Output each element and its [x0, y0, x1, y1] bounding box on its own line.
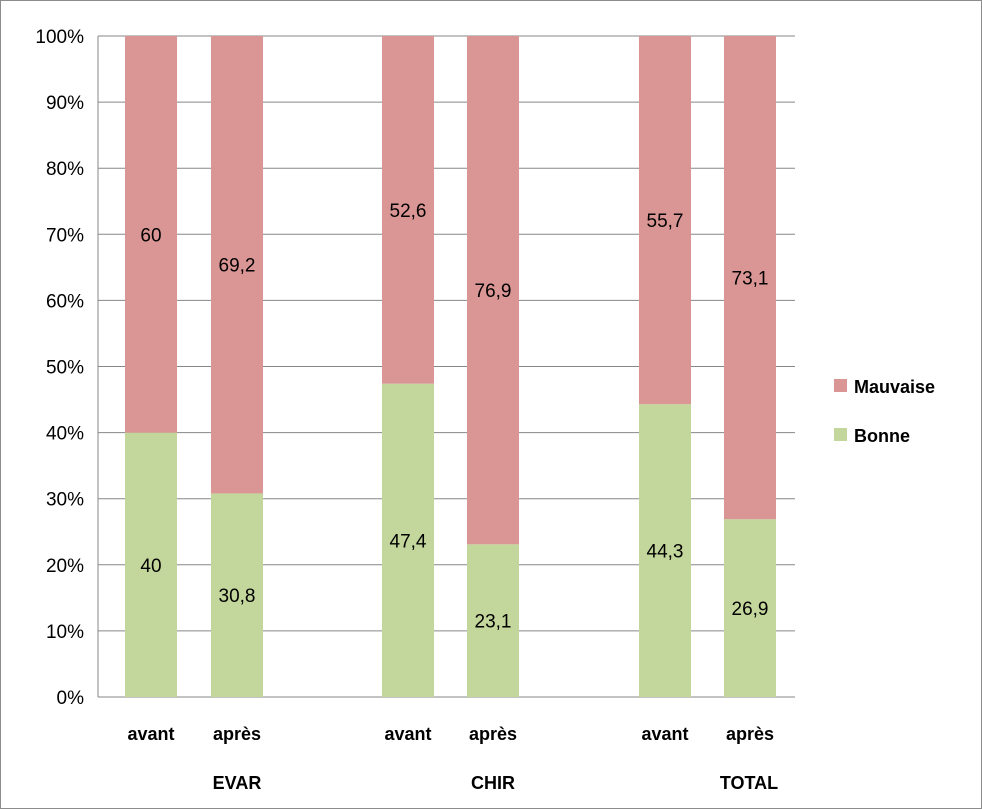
bar-mauvaise-3	[382, 36, 434, 384]
x-category-label: après	[726, 724, 774, 744]
y-tick-label: 10%	[46, 622, 84, 643]
y-tick-label: 0%	[57, 688, 85, 709]
data-label: 30,8	[219, 586, 256, 607]
data-label: 60	[140, 225, 161, 246]
x-category-label: avant	[641, 724, 688, 744]
bar-bonne-4	[467, 544, 519, 697]
bar-mauvaise-2	[211, 36, 263, 494]
y-tick-label: 30%	[46, 490, 84, 511]
data-label: 44,3	[647, 542, 684, 563]
y-tick-label: 20%	[46, 556, 84, 577]
y-tick-label: 50%	[46, 358, 84, 379]
data-label: 40	[140, 556, 161, 577]
x-group-label: TOTAL	[720, 773, 778, 793]
y-tick-label: 90%	[46, 93, 84, 114]
data-label: 52,6	[390, 201, 427, 222]
y-tick-label: 40%	[46, 424, 84, 445]
bar-bonne-6	[724, 519, 776, 697]
legend-label-bonne: Bonne	[854, 426, 910, 446]
bar-bonne-1	[125, 432, 177, 697]
data-label: 23,1	[475, 612, 512, 633]
data-label: 55,7	[647, 211, 684, 232]
data-label: 69,2	[219, 256, 256, 277]
bar-bonne-5	[639, 404, 691, 697]
y-tick-label: 70%	[46, 225, 84, 246]
legend-swatch-bonne	[834, 428, 847, 441]
bar-bonne-2	[211, 493, 263, 697]
bar-bonne-3	[382, 383, 434, 697]
y-tick-label: 60%	[46, 291, 84, 312]
x-group-label: CHIR	[471, 773, 515, 793]
legend-label-mauvaise: Mauvaise	[854, 377, 935, 397]
data-label: 47,4	[390, 531, 427, 552]
x-category-label: après	[213, 724, 261, 744]
bar-mauvaise-4	[467, 36, 519, 545]
y-tick-label: 80%	[46, 159, 84, 180]
x-category-label: avant	[127, 724, 174, 744]
x-category-label: avant	[384, 724, 431, 744]
bar-mauvaise-6	[724, 36, 776, 520]
bar-mauvaise-1	[125, 36, 177, 433]
legend-swatch-mauvaise	[834, 379, 847, 392]
data-label: 73,1	[732, 269, 769, 290]
x-category-label: après	[469, 724, 517, 744]
y-tick-label: 100%	[35, 27, 84, 48]
x-group-label: EVAR	[213, 773, 262, 793]
data-label: 76,9	[475, 281, 512, 302]
bar-mauvaise-5	[639, 36, 691, 405]
data-label: 26,9	[732, 599, 769, 620]
